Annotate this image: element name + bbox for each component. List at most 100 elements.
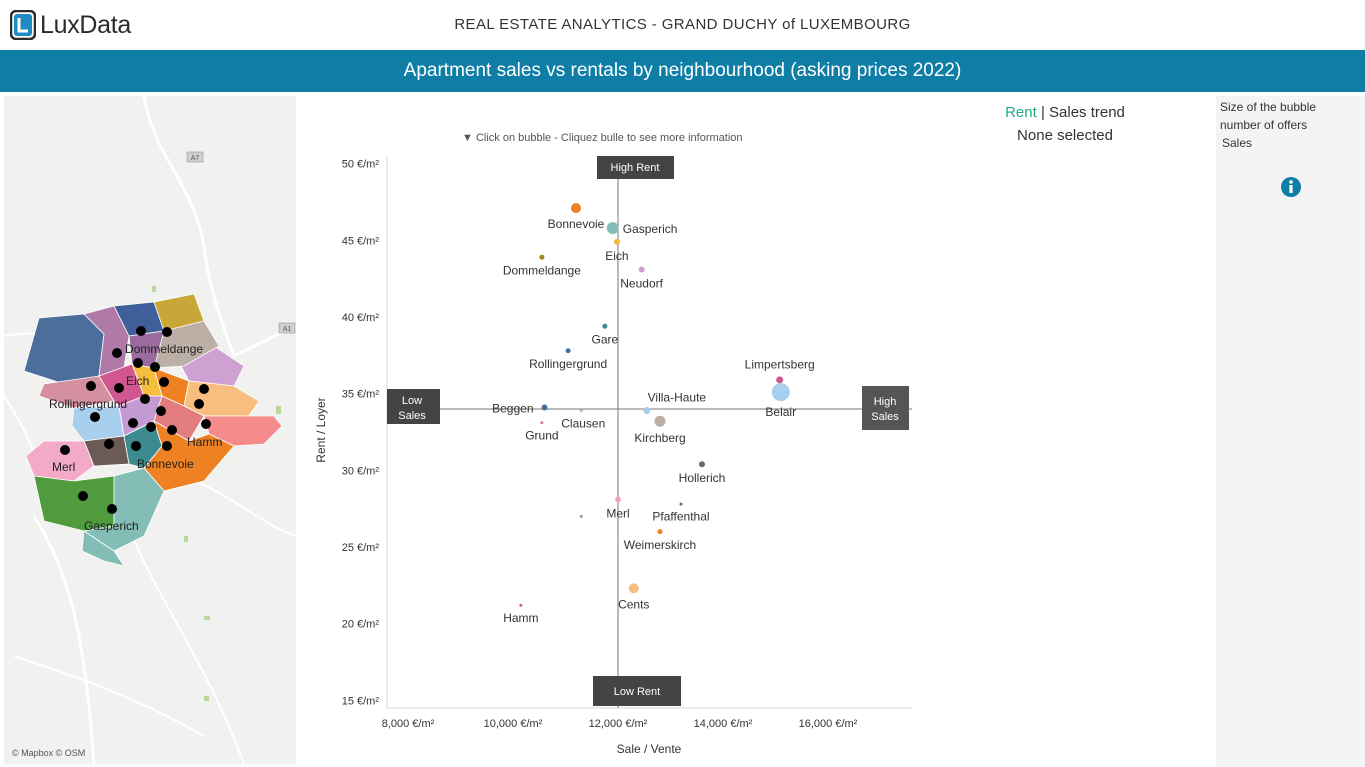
- bubble-label: Eich: [605, 249, 628, 263]
- road-label-a1: A1: [283, 326, 292, 333]
- bubble-clausen[interactable]: Clausen: [561, 409, 605, 431]
- bubble-bonnevoie[interactable]: Bonnevoie: [548, 203, 605, 231]
- neighbourhood-map[interactable]: A7 A1: [4, 96, 296, 764]
- bubble-label: Kirchberg: [634, 431, 685, 445]
- map-marker: [150, 362, 160, 372]
- district-belair: [71, 405, 125, 442]
- low-sales-badge: [387, 389, 440, 424]
- bubble-merl[interactable]: Merl: [606, 496, 630, 520]
- bubble-belair[interactable]: Belair: [765, 383, 796, 419]
- chart-points[interactable]: Bonnevoie Gasperich Eich Dommeldange Neudorf…: [492, 203, 815, 625]
- bubble-pfaffenthal[interactable]: Pfaffenthal: [652, 502, 710, 524]
- map-marker: [114, 383, 124, 393]
- bubble-mark: [613, 238, 620, 245]
- bubble-mark: [628, 583, 639, 594]
- legend-line-1: Size of the bubble: [1220, 100, 1317, 114]
- bubble-label: Neudorf: [620, 276, 663, 290]
- district-grund: [153, 395, 205, 442]
- page-banner: Apartment sales vs rentals by neighbourh…: [0, 50, 1365, 92]
- bubble-gasperich[interactable]: Gasperich: [606, 222, 678, 236]
- bubble-mark: [540, 421, 544, 425]
- bubble-mark: [771, 383, 790, 402]
- selection-status: None selected: [1017, 127, 1113, 144]
- high-rent-label: High Rent: [611, 162, 660, 174]
- sales-trend-toggle[interactable]: Sales trend: [1049, 104, 1125, 121]
- low-rent-label: Low Rent: [614, 686, 660, 698]
- map-parks: [152, 286, 281, 701]
- logo[interactable]: LuxData: [10, 10, 131, 40]
- y-tick-label: 50 €/m²: [342, 159, 380, 171]
- bubble-hamm[interactable]: Hamm: [503, 603, 539, 625]
- bubble-label: Villa-Haute: [648, 391, 707, 405]
- x-tick-label: 8,000 €/m²: [382, 718, 435, 730]
- toggle-separator: |: [1040, 104, 1045, 121]
- map-marker: [194, 399, 204, 409]
- bubble-label: Hamm: [503, 611, 538, 625]
- high-sales-label-2: Sales: [871, 411, 899, 423]
- y-tick-label: 45 €/m²: [342, 235, 380, 247]
- bubble-mark: [579, 409, 583, 413]
- map-marker: [133, 358, 143, 368]
- x-tick-label: 16,000 €/m²: [799, 718, 858, 730]
- logo-icon: [10, 10, 36, 40]
- map-marker: [78, 491, 88, 501]
- y-tick-label: 15 €/m²: [342, 695, 380, 707]
- y-tick-label: 25 €/m²: [342, 542, 380, 554]
- high-sales-badge: [862, 386, 909, 430]
- districts[interactable]: [23, 293, 283, 567]
- bubble-weimerskirch[interactable]: Weimerskirch: [624, 529, 696, 552]
- map-label-rollingergrund: Rollingergrund: [49, 397, 127, 411]
- bubble-gare[interactable]: Gare: [592, 323, 619, 347]
- bubble-mark: [539, 254, 545, 260]
- map-label-hamm: Hamm: [187, 435, 222, 449]
- map-marker: [136, 326, 146, 336]
- bubble-label: Belair: [765, 405, 796, 419]
- bubble-label: Pfaffenthal: [652, 510, 709, 524]
- bubble-kirchberg[interactable]: Kirchberg: [634, 415, 686, 445]
- low-sales-label-2: Sales: [398, 410, 426, 422]
- high-sales-label-1: High: [874, 396, 897, 408]
- bubble-neudorf[interactable]: Neudorf: [620, 266, 664, 290]
- x-axis-title: Sale / Vente: [617, 742, 682, 756]
- legend-line-3: Sales: [1222, 136, 1253, 150]
- high-rent-badge: [597, 156, 674, 179]
- map-labels: Dommeldange Eich Rollingergrund Hamm Mer…: [49, 342, 222, 533]
- map-marker: [86, 381, 96, 391]
- bubble-mark: [776, 376, 784, 384]
- map-marker: [162, 327, 172, 337]
- bubble-mark: [654, 415, 666, 427]
- bubble-hollerich[interactable]: Hollerich: [679, 461, 726, 485]
- bubble-cessange[interactable]: [579, 514, 583, 518]
- x-tick-label: 12,000 €/m²: [589, 718, 648, 730]
- y-axis-title: Rent / Loyer: [314, 397, 328, 462]
- map-marker: [90, 412, 100, 422]
- map-marker: [128, 418, 138, 428]
- click-hint: ▼ Click on bubble - Cliquez bulle to see…: [462, 132, 743, 144]
- x-tick-label: 10,000 €/m²: [484, 718, 543, 730]
- bubble-cents[interactable]: Cents: [618, 583, 649, 611]
- info-icon[interactable]: [1280, 176, 1302, 198]
- map-marker: [199, 384, 209, 394]
- bubble-beggen[interactable]: Beggen: [492, 401, 548, 415]
- district-markers[interactable]: [60, 326, 211, 514]
- rent-toggle[interactable]: Rent: [1005, 104, 1037, 121]
- map-panel[interactable]: A7 A1: [4, 96, 296, 764]
- x-tick-label: 14,000 €/m²: [694, 718, 753, 730]
- map-marker: [167, 425, 177, 435]
- bubble-villa-haute[interactable]: Villa-Haute: [643, 391, 706, 415]
- bubble-grund[interactable]: Grund: [525, 421, 559, 442]
- bubble-label: Cents: [618, 597, 649, 611]
- map-label-eich: Eich: [126, 374, 149, 388]
- map-marker: [156, 406, 166, 416]
- bubble-limpertsberg[interactable]: Limpertsberg: [745, 357, 815, 384]
- legend-panel: Size of the bubble number of offers Sale…: [1216, 96, 1365, 767]
- trend-toggle: Rent | Sales trend: [960, 104, 1170, 121]
- bubble-dommeldange[interactable]: Dommeldange: [503, 254, 581, 278]
- map-marker: [162, 441, 172, 451]
- map-marker: [112, 348, 122, 358]
- bubble-eich[interactable]: Eich: [605, 238, 629, 263]
- bubble-rollingergrund[interactable]: Rollingergrund: [529, 348, 607, 371]
- map-marker: [107, 504, 117, 514]
- bubble-mark: [541, 404, 548, 411]
- bubble-mark: [679, 502, 683, 506]
